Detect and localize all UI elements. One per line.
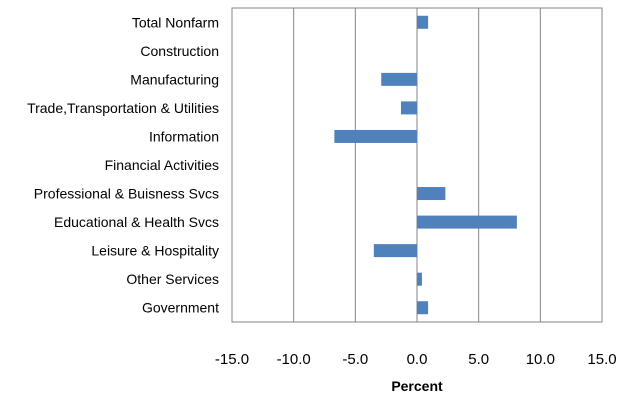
x-tick-label: -15.0: [215, 351, 249, 368]
bar: [417, 301, 429, 315]
category-label: Educational & Health Svcs: [54, 214, 219, 230]
category-label: Manufacturing: [130, 71, 219, 87]
x-tick-label: -10.0: [277, 351, 311, 368]
x-tick-label: -5.0: [342, 351, 368, 368]
category-label: Construction: [140, 43, 219, 59]
x-tick-labels: -15.0 -10.0 -5.0 0.0 5.0 10.0 15.0: [215, 351, 617, 368]
bar: [400, 101, 417, 115]
x-tick-label: 0.0: [407, 351, 428, 368]
x-axis-title: Percent: [391, 378, 443, 394]
category-label: Government: [142, 300, 219, 316]
category-label: Professional & Buisness Svcs: [34, 186, 219, 202]
x-tick-label: 15.0: [587, 351, 616, 368]
bar: [417, 187, 446, 201]
x-tick-label: 10.0: [526, 351, 555, 368]
category-label: Financial Activities: [105, 157, 219, 173]
category-label: Other Services: [126, 271, 219, 287]
category-label: Leisure & Hospitality: [91, 243, 219, 259]
grid-lines: [231, 7, 603, 323]
bar: [373, 244, 417, 258]
bar: [334, 129, 417, 143]
category-labels: Total Nonfarm Construction Manufacturing Tr…: [27, 14, 219, 315]
category-label: Information: [149, 128, 219, 144]
category-label: Total Nonfarm: [132, 14, 219, 30]
bar: [417, 15, 429, 29]
x-tick-label: 5.0: [468, 351, 489, 368]
bar: [417, 215, 517, 229]
category-label: Trade,Transportation & Utilities: [27, 100, 219, 116]
bar: [417, 272, 422, 286]
bars: [334, 15, 517, 315]
bar: [381, 72, 417, 86]
